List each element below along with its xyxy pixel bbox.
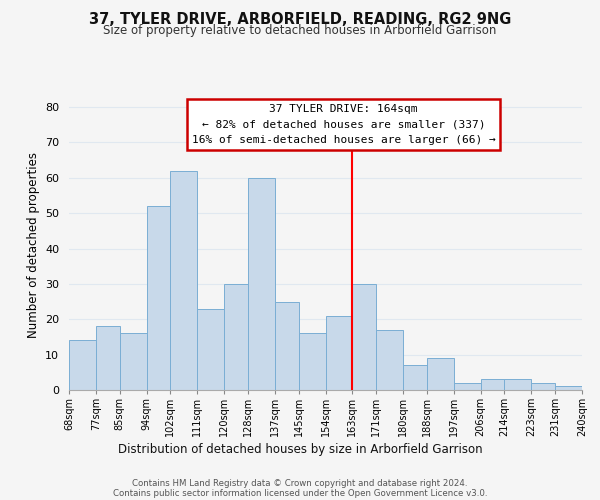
Bar: [170, 170, 197, 390]
Bar: [146, 206, 170, 390]
Bar: [120, 334, 146, 390]
Bar: [197, 308, 224, 390]
Bar: [248, 178, 275, 390]
Bar: [505, 380, 531, 390]
Text: 37 TYLER DRIVE: 164sqm
← 82% of detached houses are smaller (337)
16% of semi-de: 37 TYLER DRIVE: 164sqm ← 82% of detached…: [191, 104, 496, 145]
Text: Distribution of detached houses by size in Arborfield Garrison: Distribution of detached houses by size …: [118, 442, 482, 456]
Bar: [69, 340, 96, 390]
Bar: [454, 383, 481, 390]
Text: Contains HM Land Registry data © Crown copyright and database right 2024.: Contains HM Land Registry data © Crown c…: [132, 479, 468, 488]
Bar: [325, 316, 352, 390]
Bar: [555, 386, 582, 390]
Bar: [403, 365, 427, 390]
Bar: [275, 302, 299, 390]
Bar: [299, 334, 325, 390]
Bar: [376, 330, 403, 390]
Bar: [481, 380, 505, 390]
Text: Size of property relative to detached houses in Arborfield Garrison: Size of property relative to detached ho…: [103, 24, 497, 37]
Bar: [531, 383, 555, 390]
Y-axis label: Number of detached properties: Number of detached properties: [26, 152, 40, 338]
Bar: [224, 284, 248, 390]
Text: Contains public sector information licensed under the Open Government Licence v3: Contains public sector information licen…: [113, 489, 487, 498]
Bar: [96, 326, 120, 390]
Bar: [352, 284, 376, 390]
Bar: [427, 358, 454, 390]
Text: 37, TYLER DRIVE, ARBORFIELD, READING, RG2 9NG: 37, TYLER DRIVE, ARBORFIELD, READING, RG…: [89, 12, 511, 28]
